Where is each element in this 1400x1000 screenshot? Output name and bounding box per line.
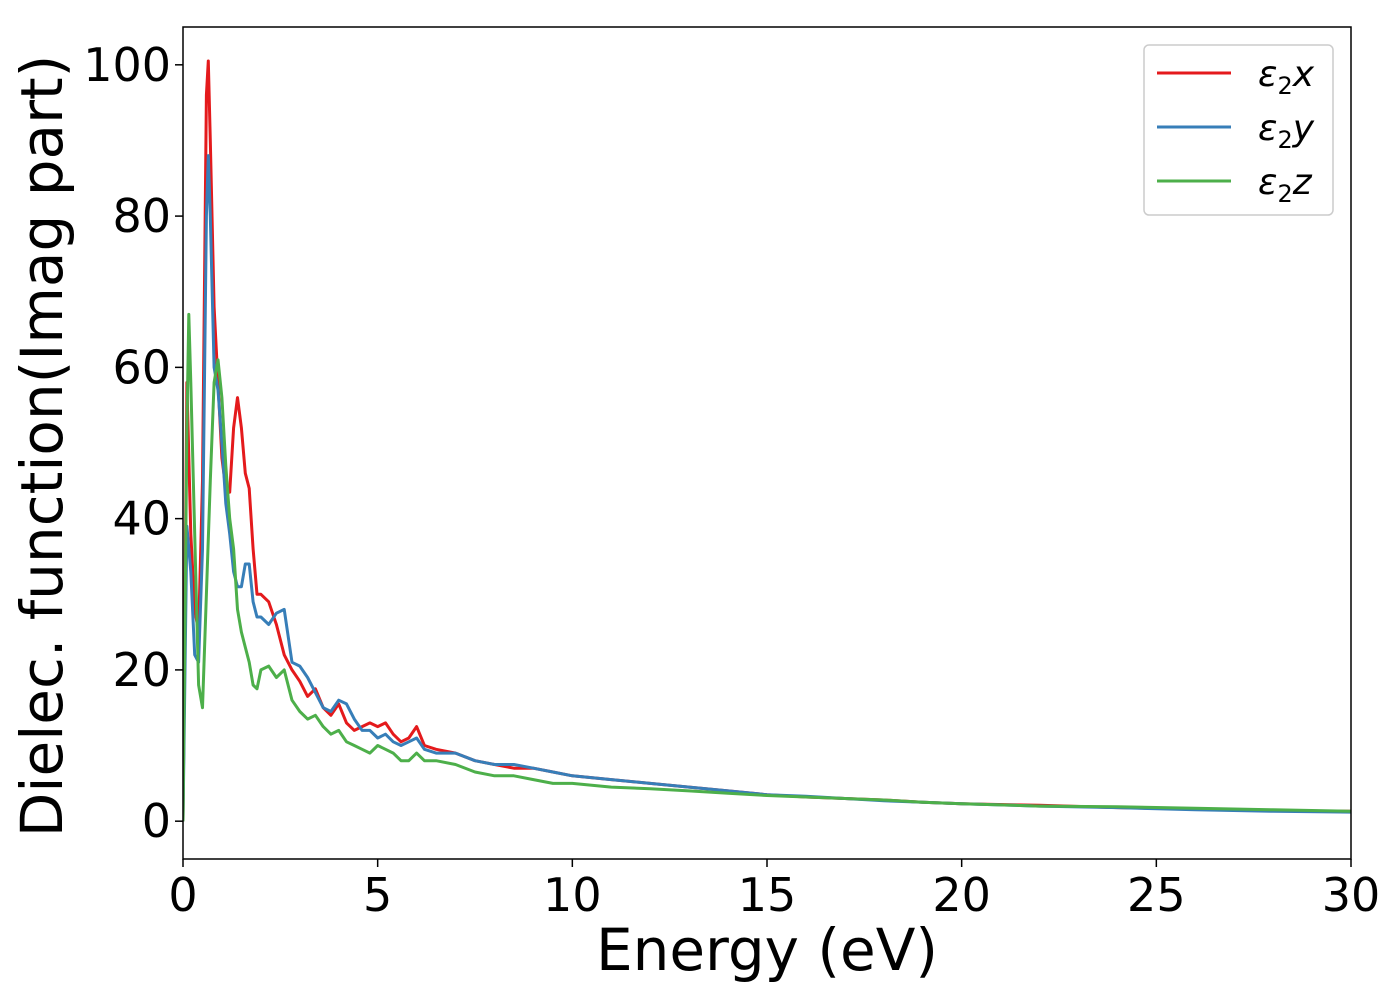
y-axis-title: Dielec. function(Imag part) (8, 55, 76, 838)
legend-label-variable: x (1292, 54, 1315, 95)
y-tick-label: 100 (83, 38, 171, 92)
legend-label-variable: z (1292, 162, 1313, 203)
x-tick-label: 25 (1127, 868, 1186, 922)
y-tick-label: 20 (112, 643, 171, 697)
legend-label-base: ε (1258, 162, 1277, 203)
y-tick-label: 60 (112, 340, 171, 394)
x-tick-label: 0 (168, 868, 197, 922)
x-tick-label: 10 (543, 868, 602, 922)
legend-label-x: ε2x (1258, 54, 1315, 100)
x-tick-label: 20 (932, 868, 991, 922)
y-tick-label: 0 (142, 794, 171, 848)
x-axis-title: Energy (eV) (596, 916, 938, 984)
x-tick-label: 15 (738, 868, 797, 922)
series-layer (183, 59, 1351, 822)
y-tick-label: 40 (112, 492, 171, 546)
legend-label-base: ε (1258, 108, 1277, 149)
y-axis: 0 20 40 60 80 100 (83, 38, 183, 848)
legend-label-subscript: 2 (1277, 180, 1292, 208)
legend-label-base: ε (1258, 54, 1277, 95)
legend-box (1143, 44, 1334, 216)
x-axis: 0 5 10 15 20 25 30 (168, 859, 1380, 922)
x-tick-label: 30 (1322, 868, 1381, 922)
x-tick-label: 5 (363, 868, 392, 922)
legend-label-subscript: 2 (1277, 126, 1292, 154)
legend-label-z: ε2z (1258, 162, 1313, 208)
series-line-z (183, 312, 1351, 822)
legend-label-variable: y (1292, 108, 1315, 149)
legend-label-subscript: 2 (1277, 72, 1292, 100)
y-tick-label: 80 (112, 189, 171, 243)
series-line-y (183, 154, 1351, 822)
legend-label-y: ε2y (1258, 108, 1315, 154)
